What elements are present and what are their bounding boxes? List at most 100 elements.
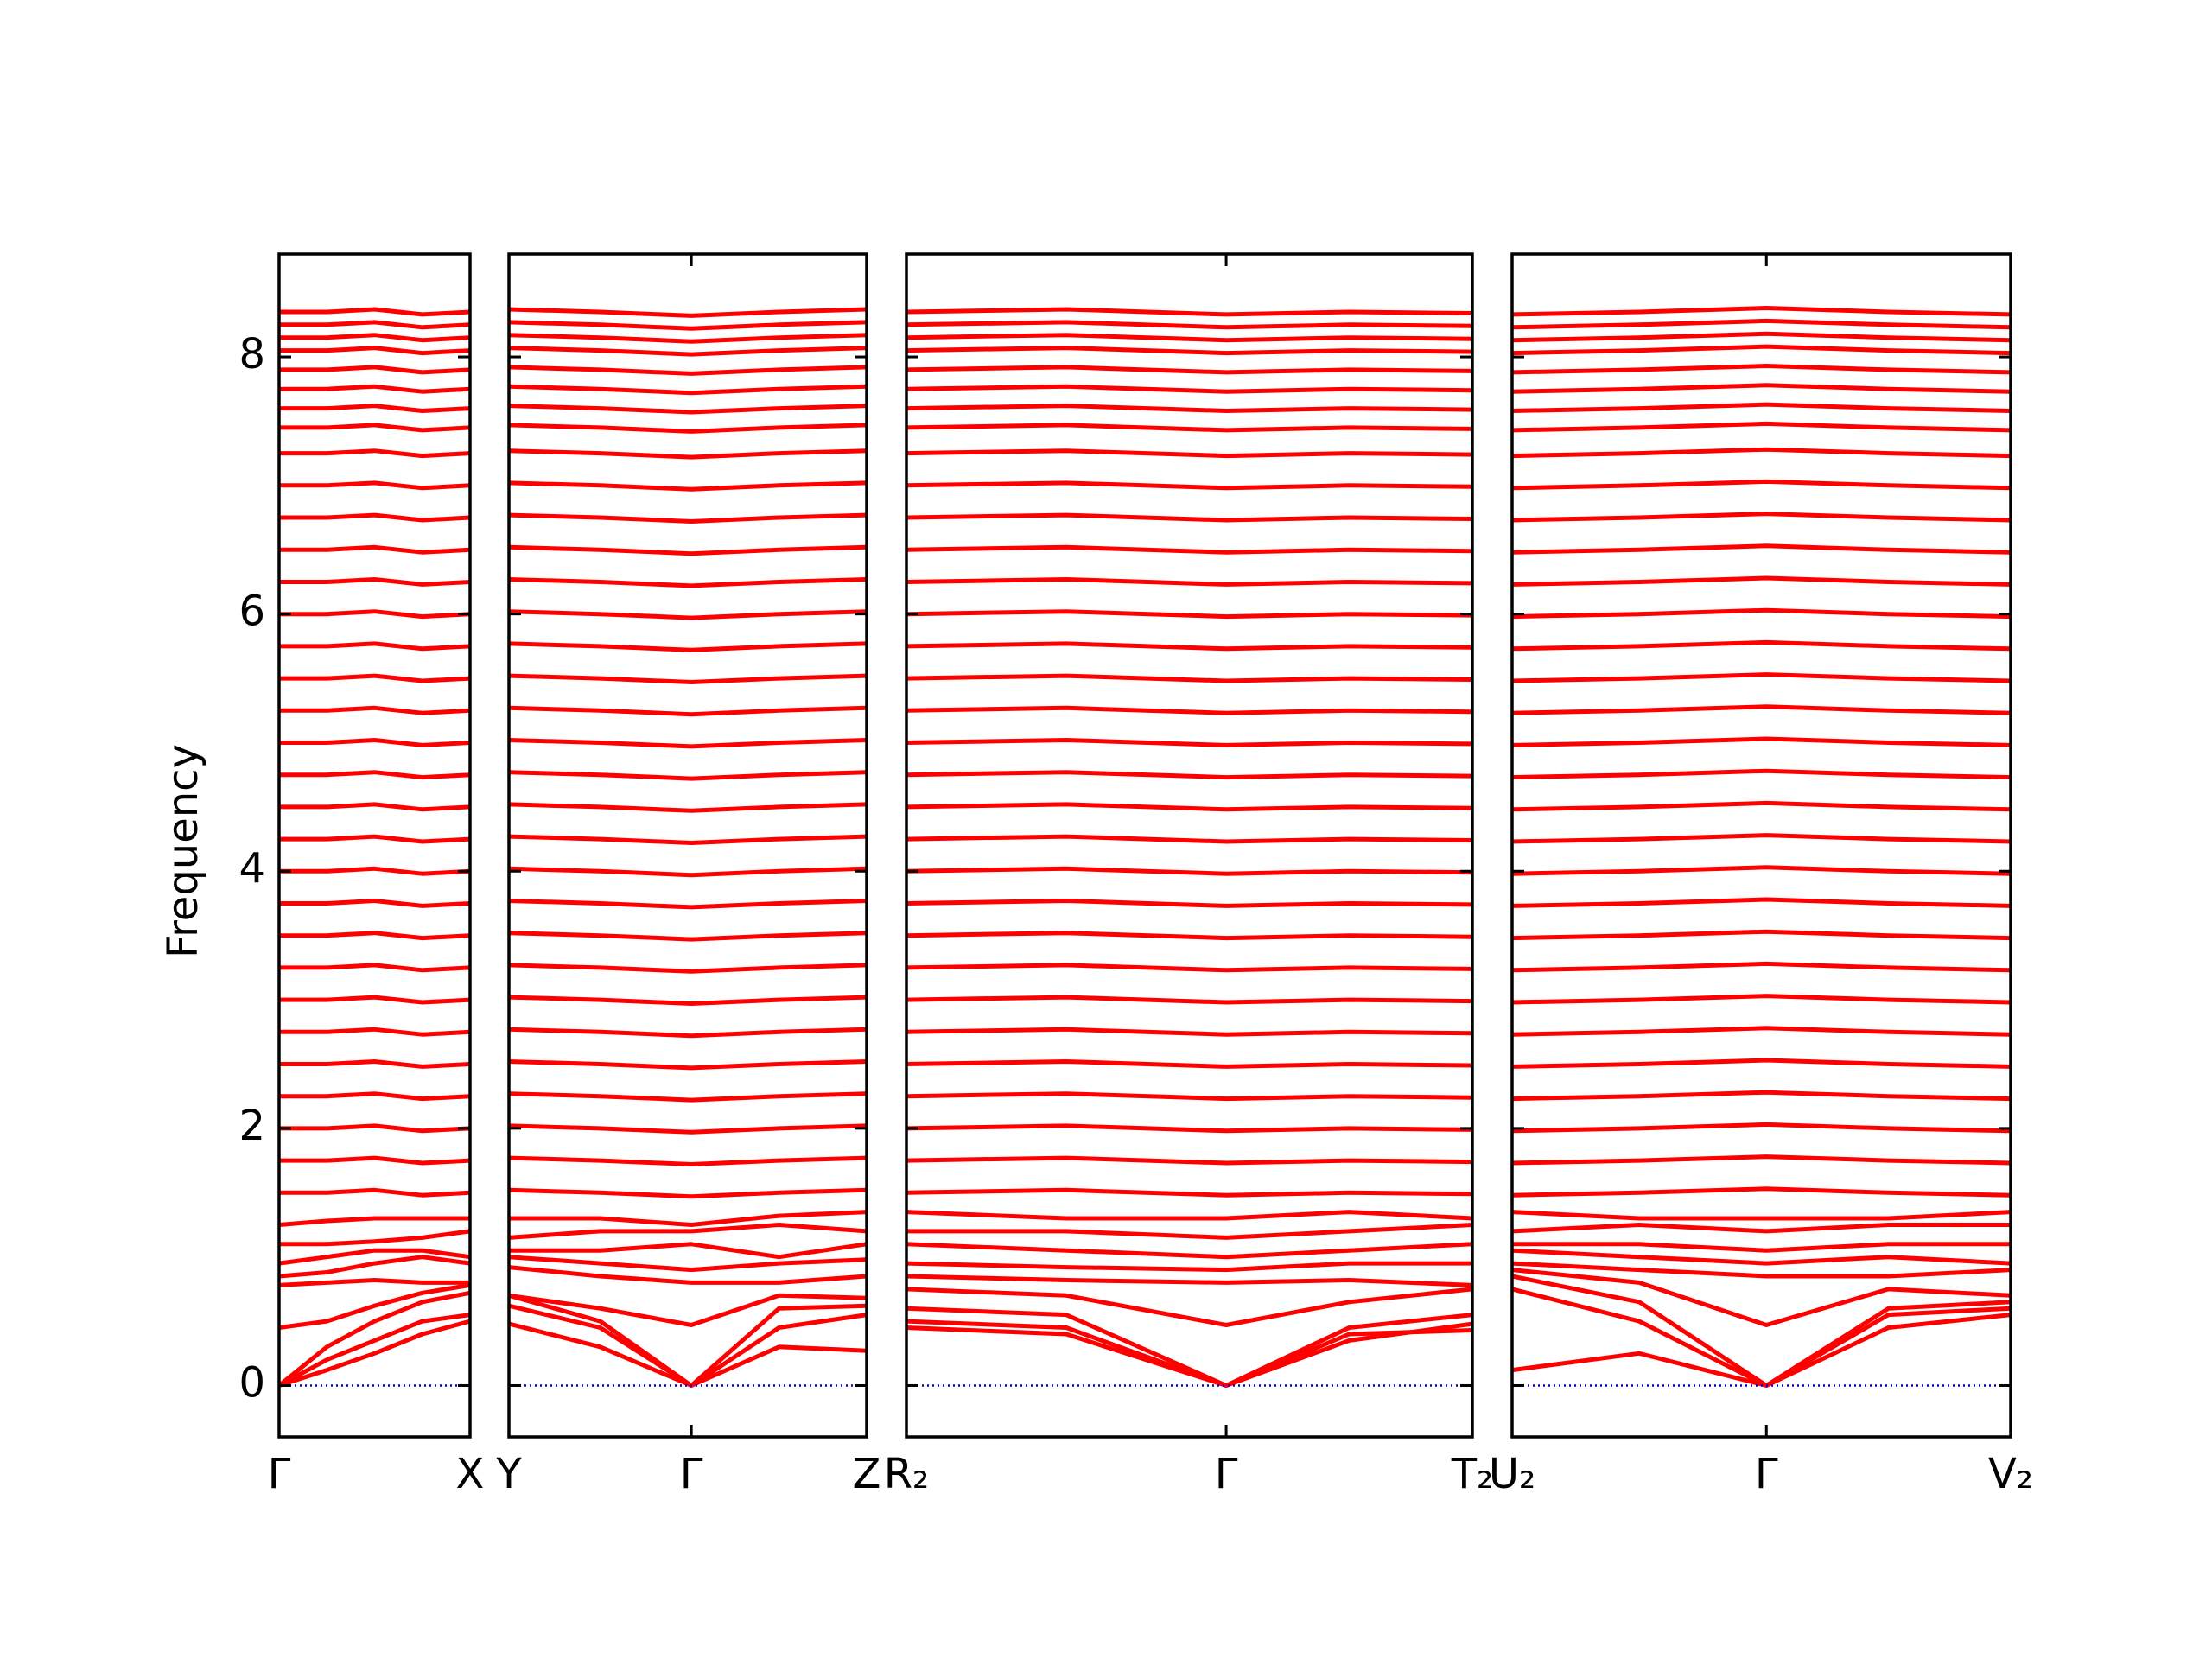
band-line [508, 480, 868, 492]
band-line [279, 834, 471, 844]
band-line [1511, 768, 2012, 780]
band-line [279, 480, 471, 491]
band-line [279, 346, 471, 356]
band-line [1511, 1210, 2012, 1221]
band-line [1511, 1090, 2012, 1102]
band-line [508, 577, 868, 588]
band-line [906, 770, 1473, 780]
band-line [1511, 961, 2012, 973]
band-line [508, 1321, 868, 1388]
band-line [906, 1187, 1473, 1198]
band-line [279, 738, 471, 747]
band-line [278, 1248, 471, 1266]
band-line [508, 963, 868, 974]
band-line [1511, 1268, 2012, 1327]
band-line [1511, 318, 2012, 330]
band-line [906, 738, 1473, 747]
band-line [508, 423, 868, 434]
x-tick-label: Γ [1755, 1450, 1778, 1498]
band-line [906, 320, 1473, 330]
band-line [508, 834, 868, 845]
band-line [906, 995, 1473, 1005]
y-tick-label: 2 [238, 1102, 265, 1150]
band-line [906, 963, 1473, 973]
band-line [1511, 1248, 2012, 1266]
band-line [509, 1242, 868, 1260]
band-line [1511, 1122, 2012, 1134]
band-line [906, 899, 1473, 908]
band-line [906, 423, 1473, 433]
band-line [279, 1091, 471, 1102]
band-line [1511, 833, 2012, 844]
band-line [508, 333, 868, 344]
band-line [508, 1293, 868, 1327]
band-line [1511, 383, 2012, 394]
band-line [906, 673, 1473, 683]
band-line [508, 1223, 868, 1240]
band-line [508, 346, 868, 357]
band-line [279, 320, 471, 330]
band-line [1511, 736, 2012, 747]
band-line [906, 333, 1473, 343]
band-line [508, 1027, 868, 1039]
x-tick-label: U₂ [1489, 1450, 1535, 1498]
band-line [1511, 364, 2012, 375]
band-line [906, 384, 1473, 394]
band-line [1511, 1261, 2012, 1279]
band-line [906, 609, 1473, 620]
band-line [906, 1287, 1473, 1327]
band-line [906, 307, 1473, 317]
band-line [508, 544, 868, 556]
band-line [1511, 543, 2012, 555]
band-line [278, 1282, 471, 1330]
band-line [906, 512, 1473, 523]
band-line [1511, 1026, 2012, 1037]
band-line [1511, 607, 2012, 620]
band-line [508, 931, 868, 942]
band-line [508, 307, 868, 318]
band-line [1511, 479, 2012, 491]
band-line [278, 1278, 470, 1287]
x-tick-label: Γ [680, 1450, 703, 1498]
panel-frame [1510, 252, 2012, 1439]
band-line [906, 404, 1473, 413]
band-line [1511, 344, 2012, 356]
band-line [508, 609, 868, 620]
band-line [906, 1155, 1473, 1166]
band-line [508, 1059, 868, 1071]
band-line [279, 802, 471, 812]
band-line [906, 1242, 1473, 1260]
band-line [1511, 929, 2012, 941]
band-line [508, 1123, 868, 1135]
band-line [1511, 897, 2012, 908]
band-line [508, 705, 868, 717]
x-tick-label: T₂ [1451, 1450, 1494, 1498]
band-line [508, 320, 868, 331]
band-line [906, 641, 1473, 652]
y-tick-label: 0 [238, 1358, 265, 1407]
band-line [906, 365, 1473, 375]
band-line [1511, 402, 2012, 413]
band-line [1511, 639, 2012, 652]
band-line [1511, 512, 2012, 523]
band-line [279, 866, 471, 876]
band-line [508, 995, 868, 1006]
band-line [906, 931, 1473, 941]
band-line [508, 1303, 868, 1388]
x-tick-label: Y [495, 1450, 522, 1498]
panel-frame [277, 252, 472, 1439]
band-line [279, 1027, 471, 1037]
band-line [508, 1091, 868, 1103]
band-line [906, 448, 1473, 459]
band-line [279, 384, 471, 394]
y-axis-label: Frequency [159, 744, 207, 958]
band-line [508, 770, 868, 781]
band-line [508, 641, 868, 652]
band-line [508, 802, 868, 813]
band-line [906, 1223, 1473, 1240]
panel-frame [507, 252, 868, 1439]
band-line [906, 1027, 1473, 1037]
band-line [277, 1313, 471, 1388]
band-line [508, 1155, 868, 1166]
